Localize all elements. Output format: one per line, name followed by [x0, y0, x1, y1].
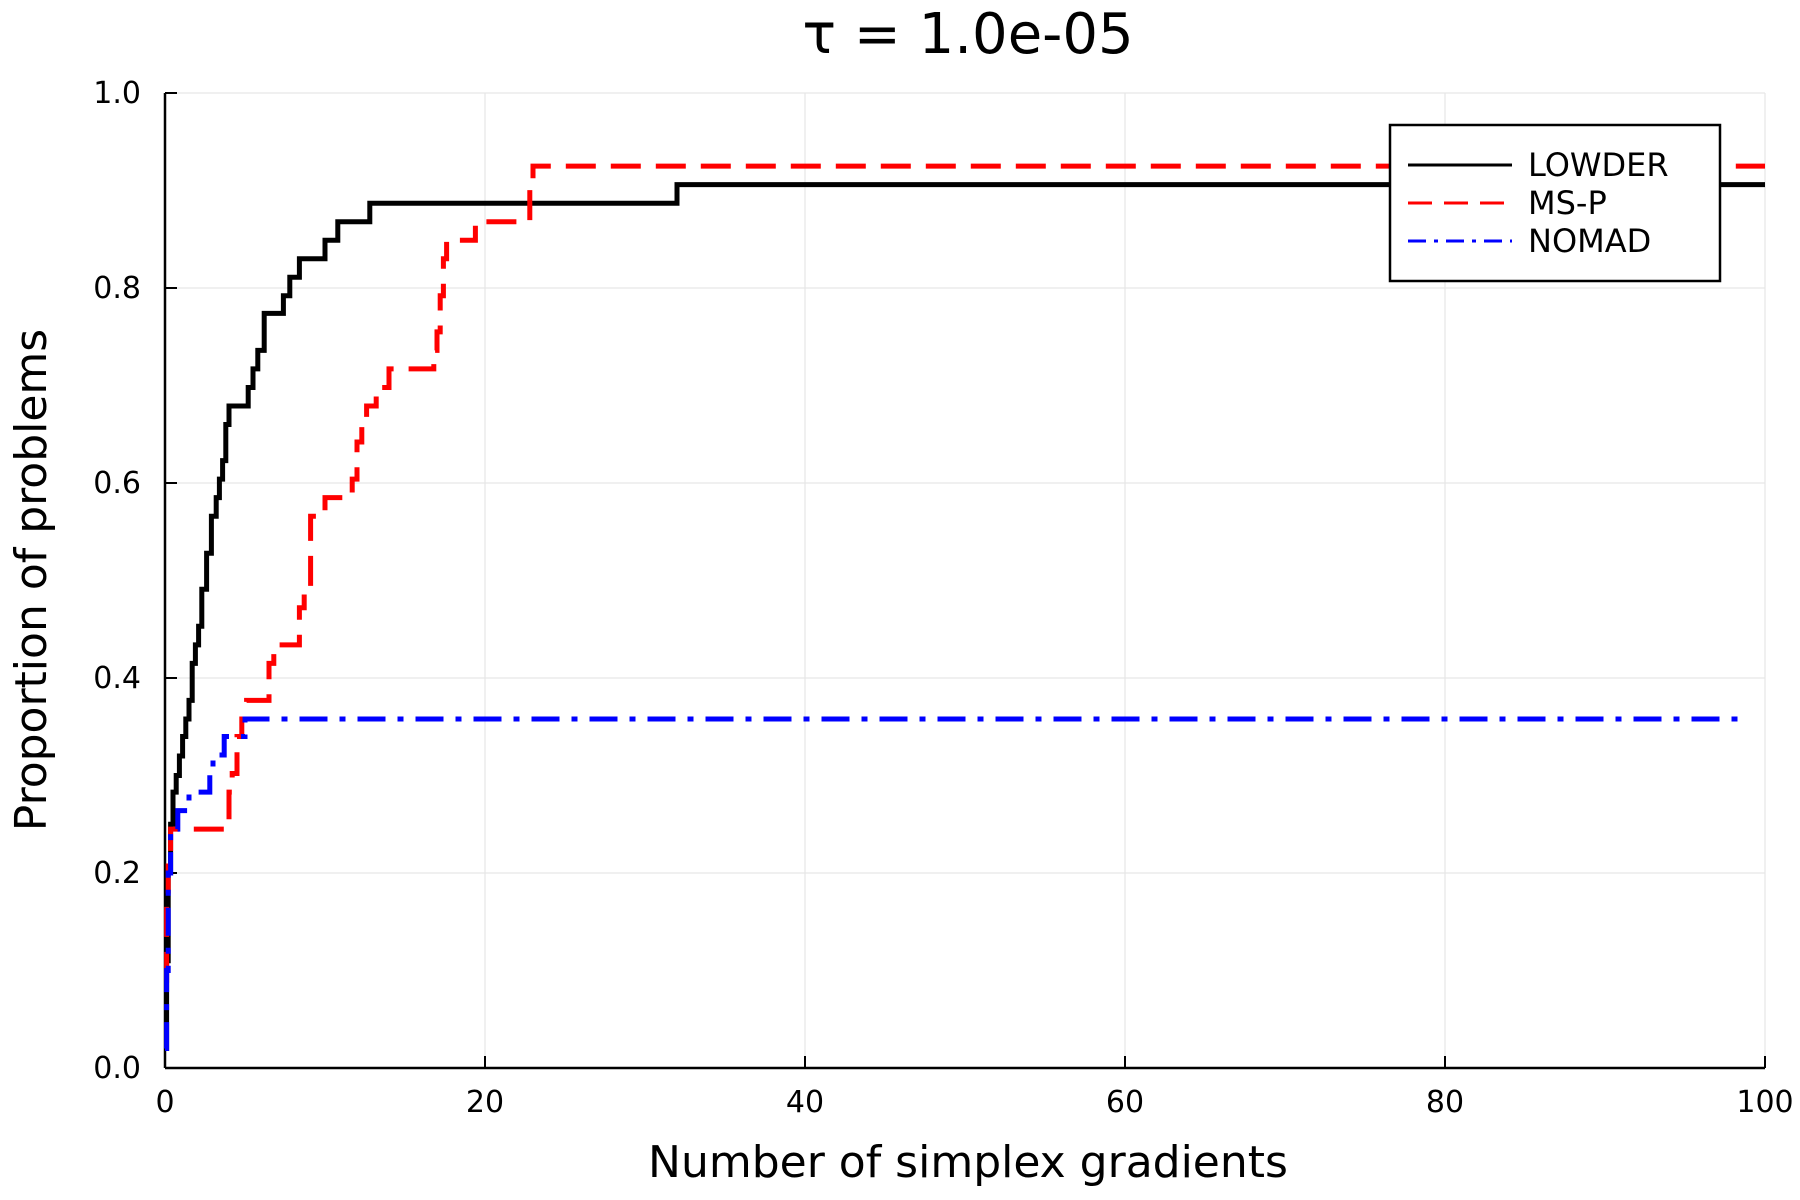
legend-label: LOWDER: [1528, 146, 1669, 184]
y-axis-title: Proportion of problems: [6, 329, 57, 831]
series-line-ms-p: [164, 163, 1765, 983]
y-tick-label: 0.8: [93, 271, 141, 306]
chart-title: τ = 1.0e-05: [802, 2, 1133, 67]
legend-label: MS-P: [1528, 184, 1607, 222]
y-tick-label: 1.0: [93, 76, 141, 111]
x-tick-label: 60: [1106, 1085, 1144, 1120]
series-line-lowder: [164, 182, 1765, 1051]
x-axis-title: Number of simplex gradients: [648, 1137, 1288, 1188]
series-lines: [164, 163, 1765, 1051]
tick-labels: 0 20 40 60 80 100 0.0 0.2 0.4 0.6 0.8 1.0: [93, 76, 1793, 1120]
y-tick-label: 0.2: [93, 856, 141, 891]
y-tick-label: 0.4: [93, 661, 141, 696]
x-tick-label: 80: [1426, 1085, 1464, 1120]
legend-label: NOMAD: [1528, 222, 1651, 260]
x-tick-label: 40: [786, 1085, 824, 1120]
y-tick-label: 0.0: [93, 1051, 141, 1086]
x-tick-label: 0: [155, 1085, 174, 1120]
y-tick-label: 0.6: [93, 466, 141, 501]
series-line-nomad: [164, 716, 1749, 1051]
x-tick-label: 20: [466, 1085, 504, 1120]
x-tick-label: 100: [1736, 1085, 1793, 1120]
axes: [163, 93, 1765, 1070]
